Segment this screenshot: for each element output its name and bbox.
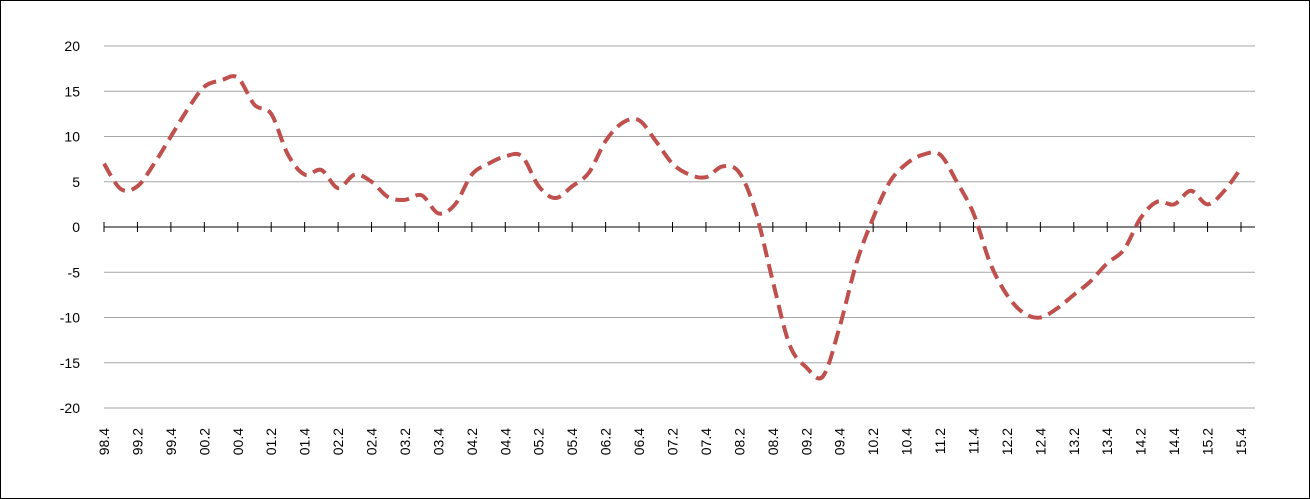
- x-tick-label: 10.4: [899, 428, 915, 455]
- x-tick-label: 01.4: [297, 428, 313, 455]
- x-tick-label: 11.4: [965, 428, 981, 454]
- x-tick-label: 03.4: [430, 428, 446, 455]
- y-tick-label: -10: [60, 310, 80, 326]
- y-tick-label: 15: [64, 83, 80, 99]
- y-tick-label: -15: [60, 355, 80, 371]
- x-tick-label: 09.2: [798, 428, 814, 455]
- x-tick-label: 13.4: [1099, 428, 1115, 455]
- y-tick-label: -20: [60, 400, 80, 416]
- x-tick-label: 08.4: [765, 428, 781, 455]
- x-tick-label: 07.4: [698, 428, 714, 455]
- x-tick-label: 06.2: [598, 428, 614, 455]
- x-tick-label: 15.4: [1233, 428, 1249, 455]
- x-tick-label: 10.2: [865, 428, 881, 455]
- x-tick-label: 99.2: [129, 428, 145, 455]
- x-tick-label: 06.4: [631, 428, 647, 455]
- x-tick-label: 14.2: [1133, 428, 1149, 455]
- x-tick-label: 05.4: [564, 428, 580, 455]
- x-tick-label: 05.2: [531, 428, 547, 455]
- x-tick-label: 02.4: [364, 428, 380, 455]
- x-tick-label: 14.4: [1166, 428, 1182, 455]
- x-tick-label: 09.4: [832, 428, 848, 455]
- x-tick-label: 03.2: [397, 428, 413, 455]
- x-tick-label: 07.2: [665, 428, 681, 455]
- x-tick-label: 15.2: [1200, 428, 1216, 455]
- y-tick-label: 0: [72, 219, 80, 235]
- y-tick-label: 10: [64, 129, 80, 145]
- y-tick-label: 5: [72, 174, 80, 190]
- x-tick-label: 04.4: [497, 428, 513, 455]
- x-tick-label: 02.2: [330, 428, 346, 455]
- x-tick-label: 01.2: [263, 428, 279, 455]
- x-tick-label: 11.2: [932, 428, 948, 454]
- x-tick-label: 12.2: [999, 428, 1015, 455]
- y-tick-label: 20: [64, 38, 80, 54]
- x-tick-label: 98.4: [96, 428, 112, 455]
- x-tick-label: 13.2: [1066, 428, 1082, 455]
- y-tick-label: -5: [68, 264, 81, 280]
- x-tick-label: 08.2: [731, 428, 747, 455]
- x-tick-label: 12.4: [1032, 428, 1048, 455]
- x-tick-label: 99.4: [163, 428, 179, 455]
- x-tick-label: 04.2: [464, 428, 480, 455]
- x-tick-label: 00.2: [196, 428, 212, 455]
- data-line: [102, 74, 1243, 381]
- x-tick-label: 00.4: [230, 428, 246, 455]
